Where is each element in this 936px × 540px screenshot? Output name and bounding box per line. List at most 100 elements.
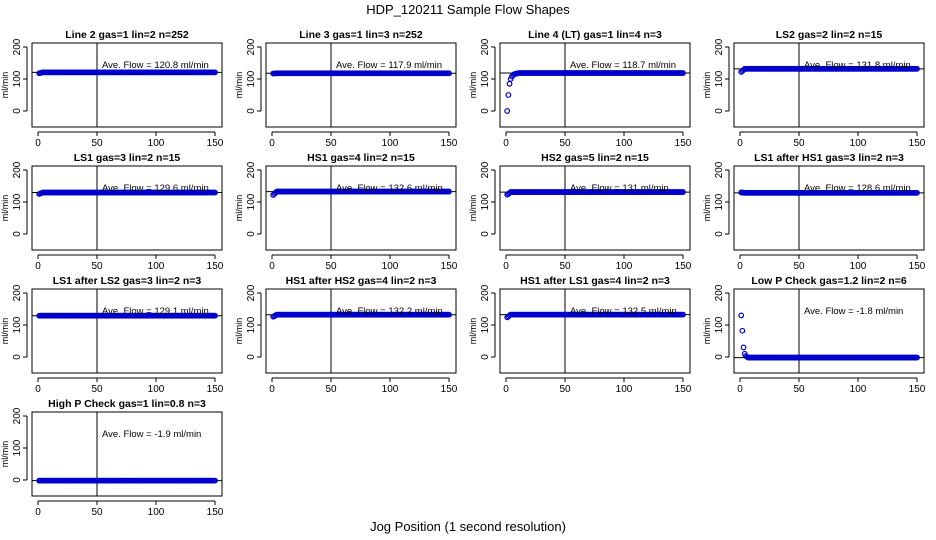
x-tick-label: 150 (675, 384, 692, 395)
x-tick-label: 0 (737, 138, 743, 149)
mean-annotation: Ave. Flow = -1.9 ml/min (102, 429, 201, 440)
y-tick-label: 0 (714, 354, 725, 360)
data-series (36, 477, 218, 484)
subplot: HS2 gas=5 lin=2 n=15 0 50 100 150 0 100 200 ml/m… (468, 152, 692, 272)
subplot-title: LS2 gas=2 lin=2 n=15 (776, 29, 883, 41)
data-point (914, 189, 920, 196)
x-tick-label: 0 (503, 261, 509, 272)
x-tick-label: 0 (35, 507, 41, 518)
y-tick-label: 200 (12, 161, 23, 178)
subplot-title: HS1 after LS1 gas=4 lin=2 n=3 (520, 275, 670, 287)
y-axis-title: ml/min (234, 195, 244, 222)
mean-annotation: Ave. Flow = 129.6 ml/min (102, 183, 209, 194)
y-tick-label: 200 (714, 38, 725, 55)
x-tick-label: 100 (616, 138, 633, 149)
x-tick-label: 150 (441, 261, 458, 272)
data-series (36, 69, 218, 77)
x-tick-label: 0 (503, 384, 509, 395)
mean-annotation: Ave. Flow = 132.6 ml/min (336, 183, 443, 194)
y-tick-label: 100 (246, 193, 257, 210)
subplot-title: LS1 after HS1 gas=3 lin=2 n=3 (754, 152, 904, 164)
x-tick-label: 100 (616, 261, 633, 272)
plot-frame (31, 42, 223, 128)
plot-frame (265, 165, 457, 251)
y-axis-title: ml/min (234, 318, 244, 345)
y-tick-label: 100 (480, 193, 491, 210)
data-point (446, 311, 452, 318)
y-tick-label: 100 (246, 70, 257, 87)
x-tick-label: 150 (207, 384, 224, 395)
mean-annotation: Ave. Flow = 117.9 ml/min (336, 60, 442, 71)
y-tick-label: 200 (12, 407, 23, 424)
plot-frame (265, 42, 457, 128)
y-tick-label: 0 (12, 477, 23, 483)
data-point (505, 92, 512, 98)
y-tick-label: 200 (480, 284, 491, 301)
figure-title: HDP_120211 Sample Flow Shapes (366, 2, 570, 17)
plot-frame (733, 165, 925, 251)
subplot: HS1 after LS1 gas=4 lin=2 n=3 0 50 100 150 0 1… (468, 275, 692, 395)
x-tick-label: 150 (675, 138, 692, 149)
data-series (504, 311, 686, 321)
mean-annotation: Ave. Flow = 128.6 ml/min (804, 183, 911, 194)
subplot-title: HS2 gas=5 lin=2 n=15 (541, 152, 649, 164)
data-series (504, 189, 686, 198)
mean-annotation: Ave. Flow = 120.8 ml/min (102, 60, 209, 71)
x-tick-label: 150 (207, 138, 224, 149)
x-tick-label: 50 (325, 138, 337, 149)
x-tick-label: 50 (559, 138, 571, 149)
data-point (739, 327, 746, 334)
y-tick-label: 0 (12, 231, 23, 237)
subplot-title: Line 3 gas=1 lin=3 n=252 (299, 29, 423, 41)
mean-annotation: Ave. Flow = -1.8 ml/min (804, 306, 903, 317)
y-axis-title: ml/min (0, 441, 10, 468)
x-tick-label: 100 (382, 261, 399, 272)
plot-frame (499, 42, 691, 128)
y-axis-title: ml/min (702, 195, 712, 222)
plot-frame (31, 165, 223, 251)
mean-annotation: Ave. Flow = 131 ml/min (570, 183, 669, 194)
y-tick-label: 200 (246, 284, 257, 301)
x-axis-title: Jog Position (1 second resolution) (370, 519, 566, 534)
y-tick-label: 0 (480, 231, 491, 237)
subplot-title: HS1 gas=4 lin=2 n=15 (307, 152, 415, 164)
y-tick-label: 0 (246, 231, 257, 237)
data-point (740, 344, 747, 351)
y-tick-label: 100 (12, 316, 23, 333)
subplot: Line 3 gas=1 lin=3 n=252 0 50 100 150 0 100 200… (234, 29, 458, 149)
y-tick-label: 200 (480, 38, 491, 55)
x-tick-label: 0 (737, 261, 743, 272)
data-point (914, 354, 920, 361)
subplot: LS2 gas=2 lin=2 n=15 0 50 100 150 0 100 200 ml/m… (702, 29, 926, 149)
y-tick-label: 0 (246, 108, 257, 114)
data-point (212, 477, 218, 484)
x-tick-label: 100 (616, 384, 633, 395)
x-tick-label: 50 (325, 384, 337, 395)
y-tick-label: 200 (714, 161, 725, 178)
x-tick-label: 100 (148, 261, 165, 272)
x-tick-label: 50 (91, 507, 103, 518)
y-tick-label: 200 (246, 38, 257, 55)
subplot-title: Line 4 (LT) gas=1 lin=4 n=3 (528, 29, 662, 41)
subplot: LS1 after HS1 gas=3 lin=2 n=3 0 50 100 150 0 1… (702, 152, 926, 272)
data-point (680, 189, 686, 195)
subplot-title: LS1 gas=3 lin=2 n=15 (74, 152, 181, 164)
data-point (212, 69, 218, 76)
subplot: Low P Check gas=1.2 lin=2 n=6 0 50 100 150 0 1… (702, 275, 926, 395)
plot-frame (499, 165, 691, 251)
y-tick-label: 200 (12, 38, 23, 55)
y-tick-label: 0 (714, 231, 725, 237)
x-tick-label: 0 (269, 384, 275, 395)
x-tick-label: 150 (909, 261, 926, 272)
y-axis-title: ml/min (0, 195, 10, 222)
y-axis-title: ml/min (702, 318, 712, 345)
y-tick-label: 0 (12, 108, 23, 114)
plot-frame (733, 288, 925, 374)
y-tick-label: 200 (12, 284, 23, 301)
x-tick-label: 0 (737, 384, 743, 395)
data-series (738, 65, 920, 75)
mean-annotation: Ave. Flow = 131.8 ml/min (804, 60, 911, 71)
x-tick-label: 50 (793, 384, 805, 395)
data-point (212, 312, 218, 319)
plot-frame (265, 288, 457, 374)
